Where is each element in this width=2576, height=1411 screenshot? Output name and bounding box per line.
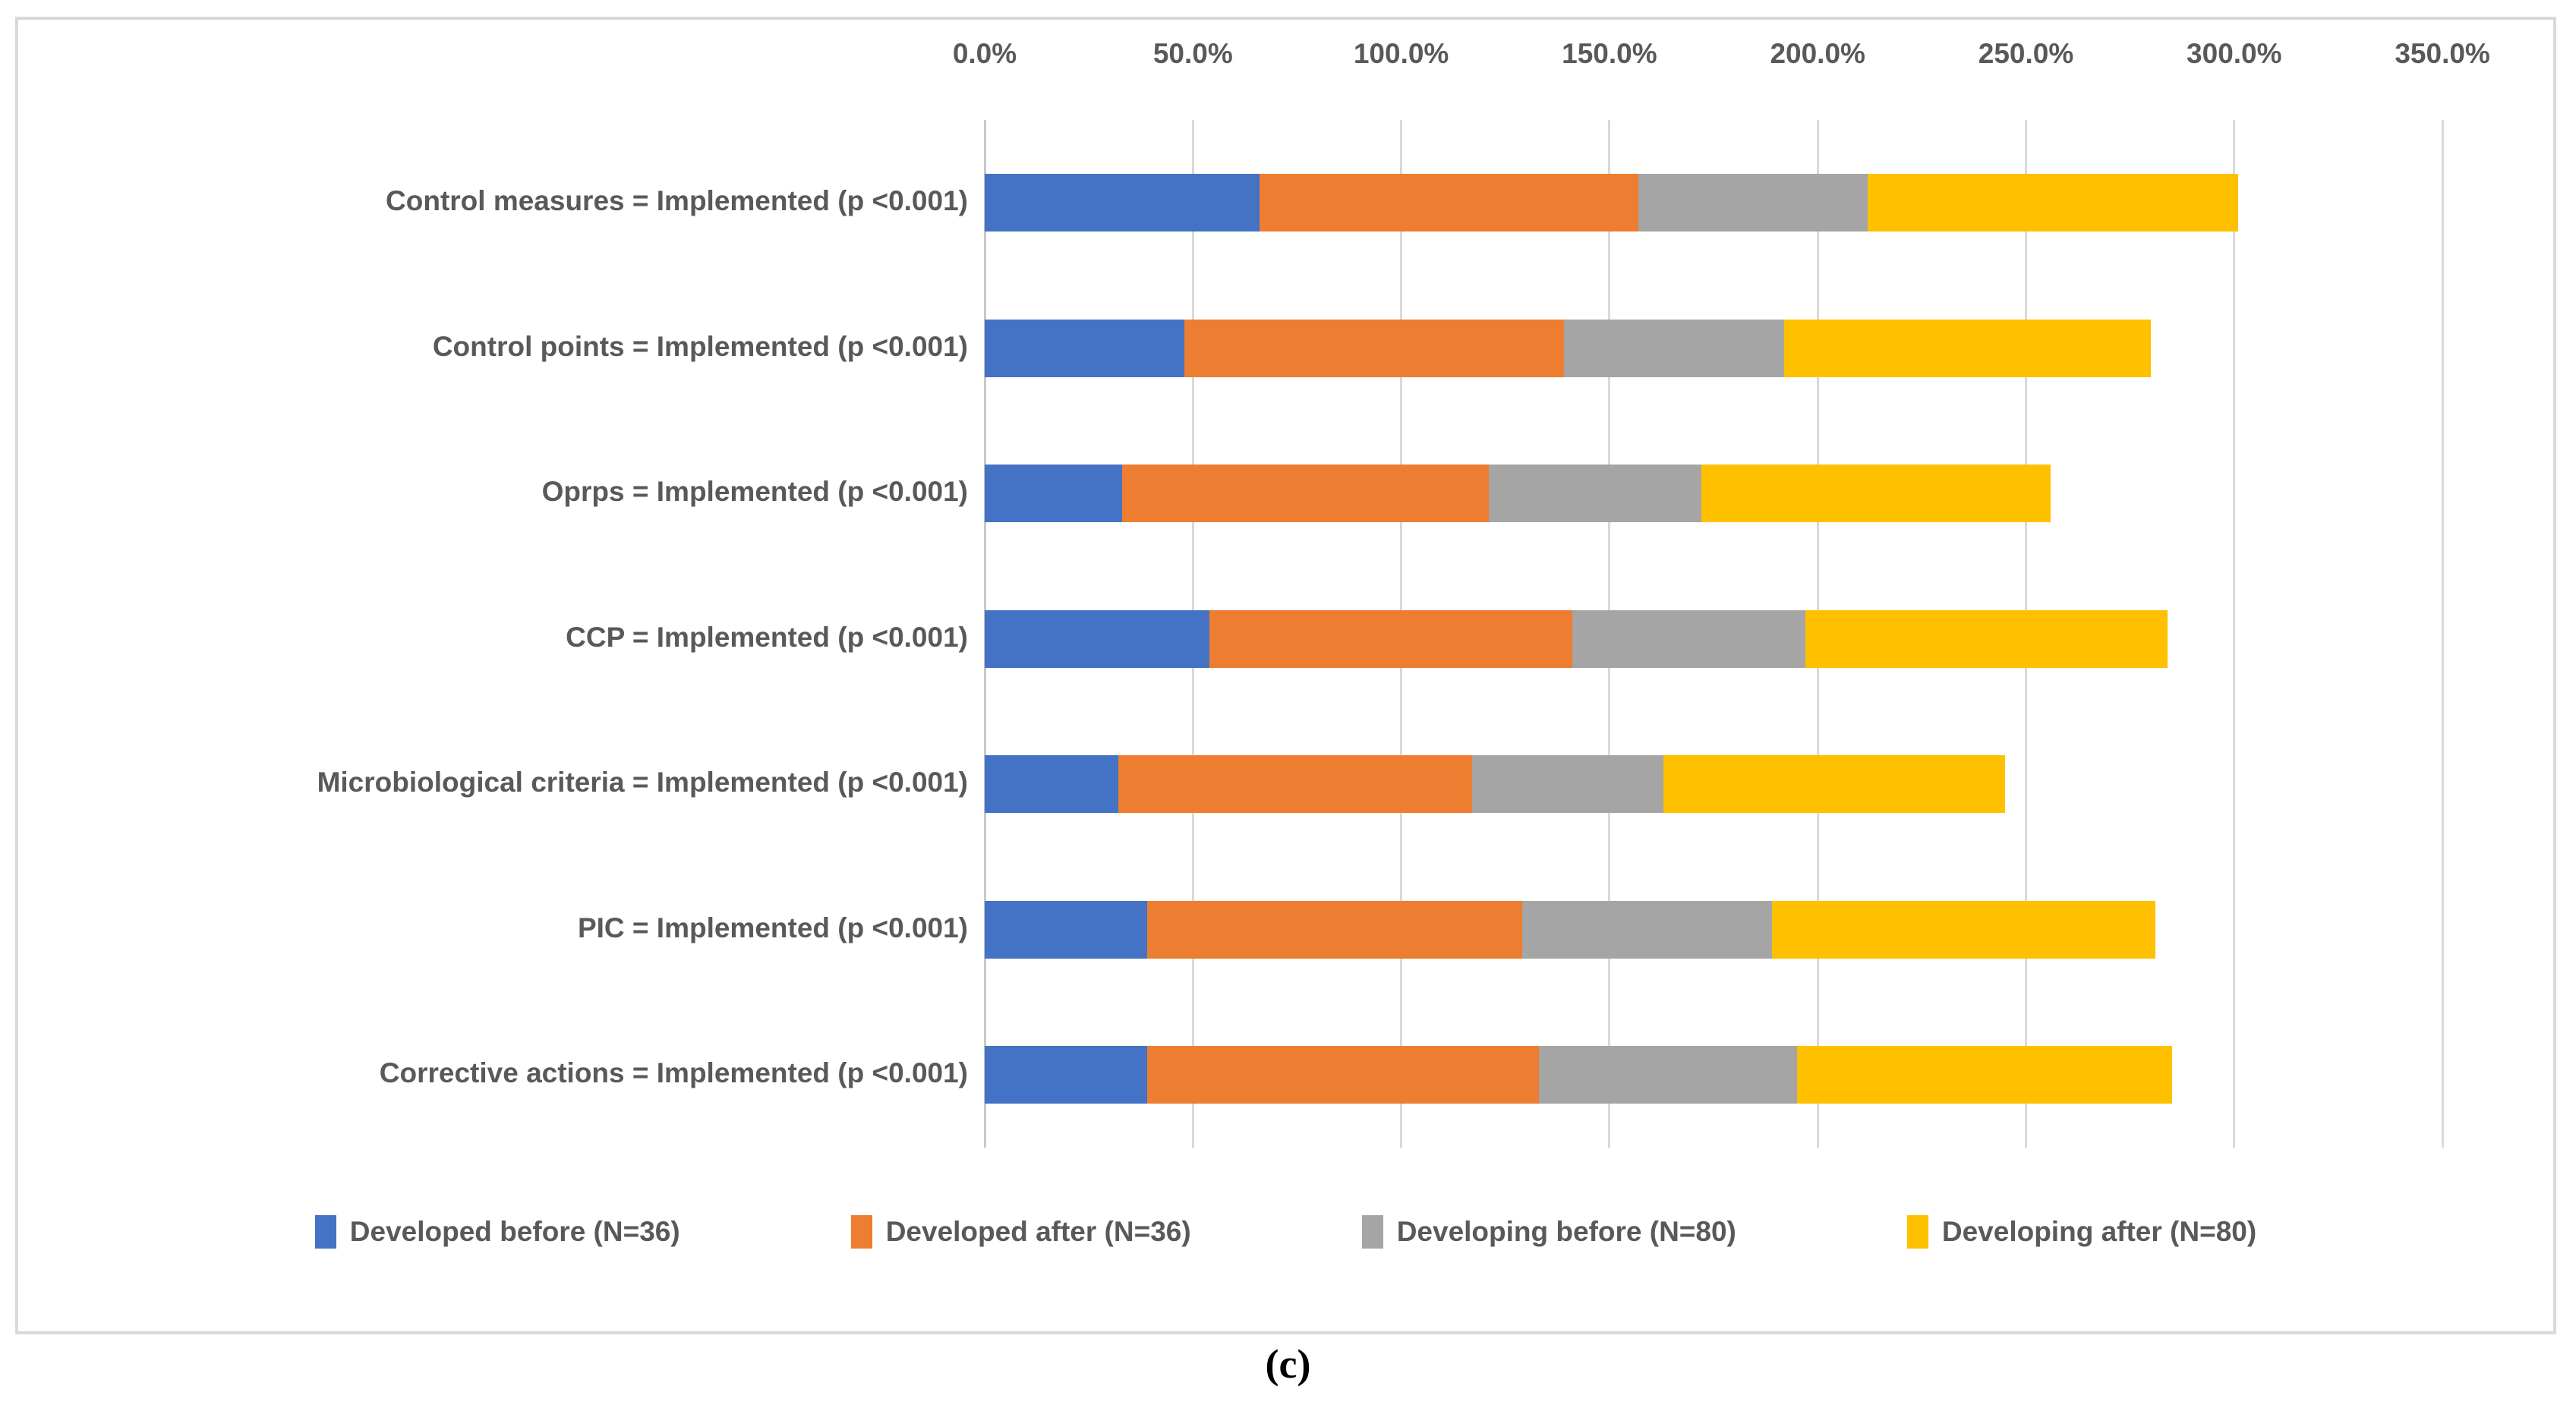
category-label: Control measures = Implemented (p <0.001… <box>386 185 968 216</box>
legend-item: Developed before (N=36) <box>314 1215 680 1249</box>
category-label: PIC = Implemented (p <0.001) <box>577 912 968 943</box>
bar-segment-series4 <box>1805 609 2168 668</box>
bar-segment-series4 <box>1796 1046 2172 1104</box>
bar-segment-series3 <box>1471 755 1664 813</box>
legend-swatch-icon <box>1361 1215 1383 1249</box>
category-label: Microbiological criteria = Implemented (… <box>317 767 968 798</box>
legend-label: Developed after (N=36) <box>885 1216 1191 1247</box>
bar-segment-series4 <box>1663 755 2006 813</box>
legend-label: Developing after (N=80) <box>1941 1216 2257 1247</box>
bar-segment-series2 <box>1118 755 1472 813</box>
bar-segment-series1 <box>985 174 1260 231</box>
gridline-350.0% <box>2441 120 2444 1148</box>
x-tick-label: 50.0% <box>1152 38 1233 69</box>
category-label: Corrective actions = Implemented (p <0.0… <box>379 1057 968 1088</box>
category-label: Oprps = Implemented (p <0.001) <box>541 476 968 507</box>
x-tick-label: 200.0% <box>1770 38 1865 69</box>
chart-outer-border <box>15 17 2556 1334</box>
bar-segment-series4 <box>1868 174 2239 231</box>
bar-segment-series3 <box>1538 1046 1797 1104</box>
bar-row <box>985 755 2442 813</box>
bar-row <box>985 319 2442 377</box>
legend-swatch-icon <box>850 1215 872 1249</box>
legend-swatch-icon <box>1906 1215 1928 1249</box>
bar-segment-series3 <box>1572 609 1805 668</box>
legend-item: Developing after (N=80) <box>1906 1215 2257 1249</box>
bar-segment-series2 <box>1122 465 1489 522</box>
bar-segment-series2 <box>1209 609 1572 668</box>
bar-segment-series3 <box>1563 319 1785 377</box>
bar-segment-series4 <box>1784 319 2152 377</box>
legend-item: Developing before (N=80) <box>1361 1215 1736 1249</box>
x-tick-label: 350.0% <box>2395 38 2490 69</box>
bar-row <box>985 609 2442 668</box>
figure-caption: (c) <box>1265 1341 1311 1387</box>
bar-row <box>985 900 2442 959</box>
bar-segment-series3 <box>1488 465 1701 522</box>
x-tick-label: 250.0% <box>1978 38 2074 69</box>
category-label: Control points = Implemented (p <0.001) <box>432 330 968 362</box>
bar-segment-series2 <box>1146 1046 1539 1104</box>
legend-label: Developing before (N=80) <box>1396 1216 1736 1247</box>
bar-segment-series1 <box>985 609 1210 668</box>
x-tick-label: 0.0% <box>952 38 1017 69</box>
bar-segment-series2 <box>1260 174 1639 231</box>
gridline-300.0% <box>2233 120 2236 1148</box>
bar-row <box>985 465 2442 522</box>
bar-segment-series2 <box>1146 900 1522 959</box>
bar-segment-series1 <box>985 465 1123 522</box>
bar-segment-series1 <box>985 1046 1147 1104</box>
legend: Developed before (N=36) Developed after (… <box>18 1198 2553 1266</box>
bar-row <box>985 174 2442 231</box>
legend-label: Developed before (N=36) <box>349 1216 680 1247</box>
bar-segment-series1 <box>985 319 1185 377</box>
bar-segment-series2 <box>1184 319 1564 377</box>
legend-swatch-icon <box>314 1215 336 1249</box>
x-tick-label: 150.0% <box>1562 38 1657 69</box>
legend-item: Developed after (N=36) <box>850 1215 1191 1249</box>
category-label: CCP = Implemented (p <0.001) <box>566 621 968 653</box>
bar-segment-series3 <box>1638 174 1868 231</box>
x-tick-label: 300.0% <box>2187 38 2282 69</box>
x-tick-label: 100.0% <box>1353 38 1449 69</box>
bar-segment-series1 <box>985 900 1147 959</box>
bar-segment-series1 <box>985 755 1118 813</box>
bar-row <box>985 1046 2442 1104</box>
bar-segment-series3 <box>1521 900 1772 959</box>
bar-segment-series4 <box>1701 465 2051 522</box>
bar-segment-series4 <box>1771 900 2155 959</box>
